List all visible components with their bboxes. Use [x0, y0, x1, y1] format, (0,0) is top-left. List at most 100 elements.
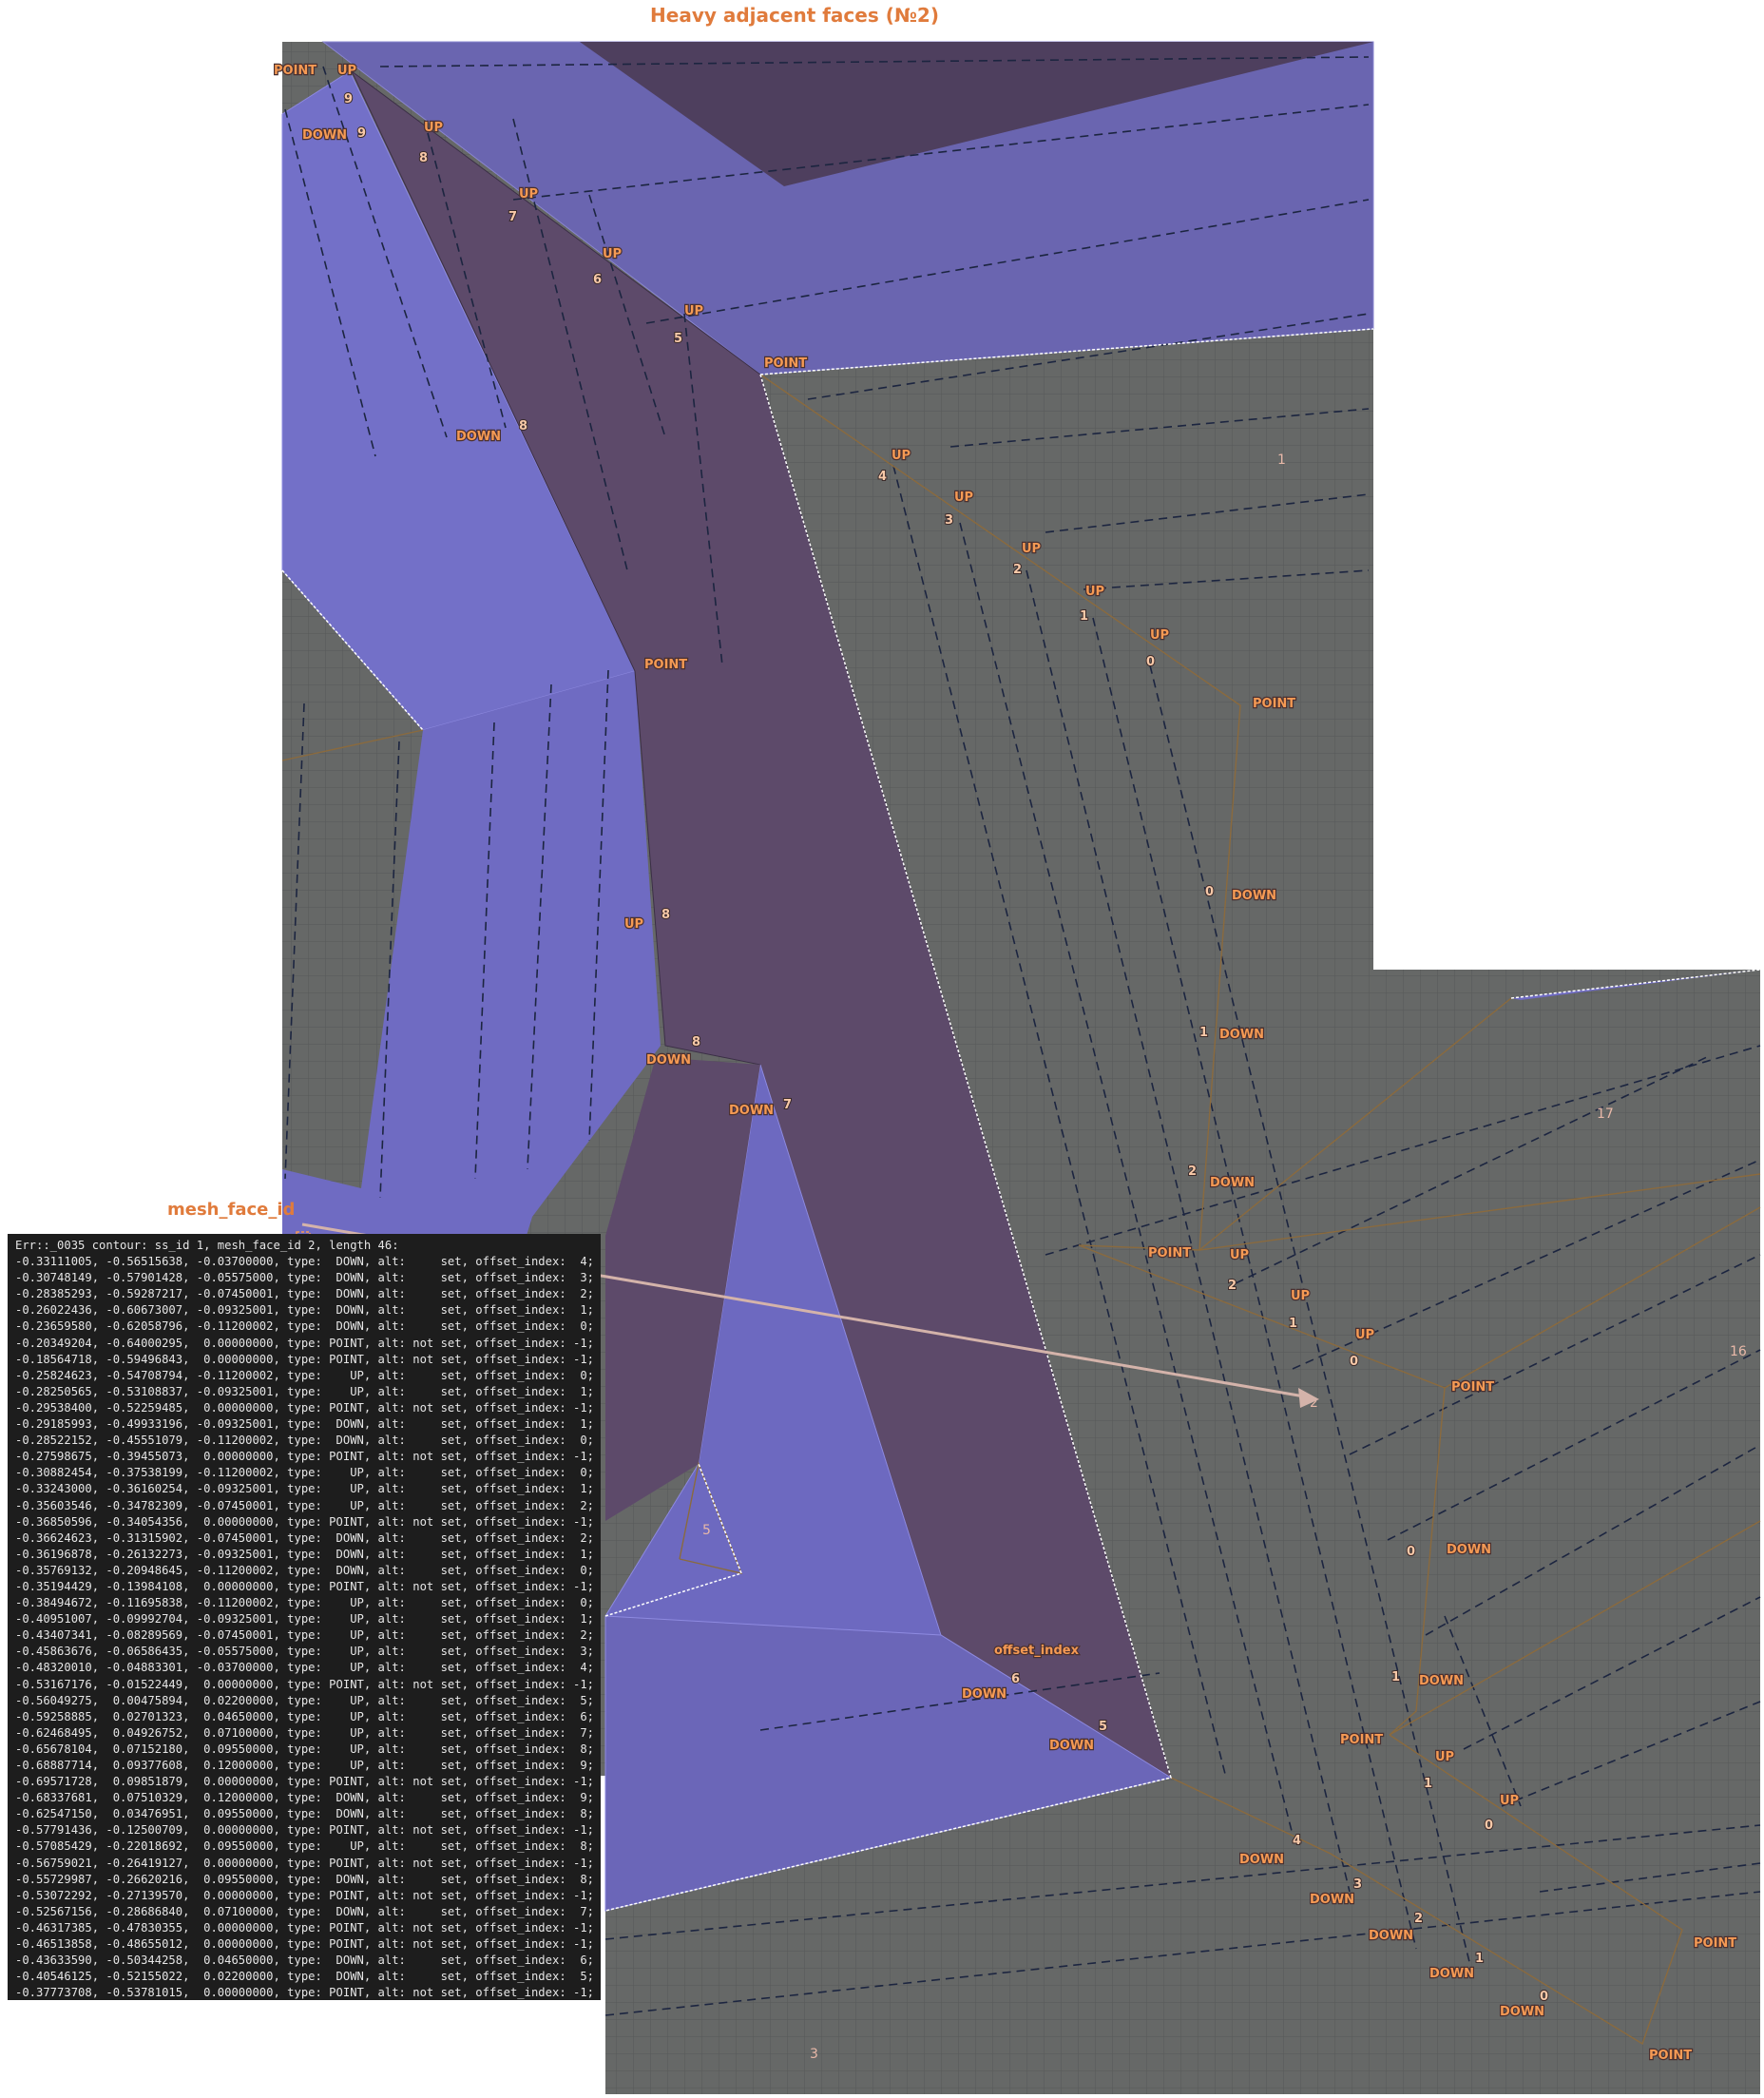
vertex-label-kind: UP [1500, 1794, 1519, 1808]
vertex-label-index: 7 [783, 1098, 792, 1112]
vertex-label-index: 7 [508, 210, 517, 224]
vertex-label-kind: POINT [1253, 697, 1295, 711]
vertex-label-index: 1 [1199, 1026, 1208, 1040]
log-line: -0.55729987, -0.26620216, 0.09550000, ty… [15, 1872, 601, 1886]
log-line: -0.36624623, -0.31315902, -0.07450001, t… [15, 1530, 601, 1545]
log-line: -0.28250565, -0.53108837, -0.09325001, t… [15, 1384, 601, 1398]
face-number: 5 [702, 1523, 711, 1538]
log-line: -0.33111005, -0.56515638, -0.03700000, t… [15, 1255, 601, 1269]
vertex-label-kind: DOWN [1429, 1967, 1474, 1981]
vertex-label-index: 2 [1013, 563, 1022, 577]
vertex-label-index: 2 [1414, 1912, 1423, 1926]
diagram-title: Heavy adjacent faces (№2) [650, 4, 939, 27]
vertex-label-index: 2 [1188, 1164, 1197, 1179]
log-line: -0.68337681, 0.07510329, 0.12000000, typ… [15, 1791, 601, 1805]
vertex-label-kind: UP [1230, 1248, 1249, 1262]
vertex-label-kind: DOWN [1219, 1028, 1264, 1042]
vertex-label-kind: POINT [764, 356, 807, 371]
log-line: -0.28385293, -0.59287217, -0.07450001, t… [15, 1287, 601, 1301]
log-line: -0.29185993, -0.49933196, -0.09325001, t… [15, 1417, 601, 1432]
vertex-label-kind: UP [1085, 585, 1104, 599]
log-line: -0.45863676, -0.06586435, -0.05575000, t… [15, 1645, 601, 1659]
log-line: -0.40546125, -0.52155022, 0.02200000, ty… [15, 1970, 601, 1984]
vertex-label-kind: UP [337, 64, 356, 78]
face-number: 3 [810, 2047, 818, 2062]
vertex-label-kind: DOWN [1500, 2005, 1544, 2019]
vertex-label-kind: UP [1291, 1289, 1310, 1303]
vertex-label-index: 1 [1391, 1670, 1400, 1684]
vertex-label-kind: POINT [274, 64, 316, 78]
log-rows: -0.33111005, -0.56515638, -0.03700000, t… [15, 1254, 601, 2000]
log-line: -0.56049275, 0.00475894, 0.02200000, typ… [15, 1693, 601, 1707]
vertex-label-index: 1 [1080, 609, 1088, 624]
log-line: -0.30882454, -0.37538199, -0.11200002, t… [15, 1466, 601, 1480]
log-line: -0.53072292, -0.27139570, 0.00000000, ty… [15, 1888, 601, 1902]
vertex-label-index: 8 [519, 419, 527, 433]
vertex-label-kind: UP [424, 121, 443, 135]
vertex-label-kind: UP [892, 449, 911, 463]
vertex-label-kind: UP [684, 304, 703, 318]
vertex-label-index: 1 [1475, 1952, 1484, 1966]
vertex-label-kind: UP [603, 247, 622, 261]
log-line: -0.25824623, -0.54708794, -0.11200002, t… [15, 1368, 601, 1382]
face-number: 17 [1597, 1107, 1614, 1122]
log-line: -0.65678104, 0.07152180, 0.09550000, typ… [15, 1742, 601, 1756]
log-line: -0.27598675, -0.39455073, 0.00000000, ty… [15, 1450, 601, 1464]
log-line: -0.62468495, 0.04926752, 0.07100000, typ… [15, 1725, 601, 1740]
log-line: -0.37773708, -0.53781015, 0.00000000, ty… [15, 1986, 601, 2000]
vertex-label-kind: DOWN [1049, 1739, 1094, 1753]
log-line: -0.62547150, 0.03476951, 0.09550000, typ… [15, 1807, 601, 1821]
log-line: -0.56759021, -0.26419127, 0.00000000, ty… [15, 1856, 601, 1870]
vertex-label-kind: DOWN [1310, 1893, 1354, 1907]
vertex-label-index: 8 [692, 1035, 700, 1049]
log-line: -0.36196878, -0.26132273, -0.09325001, t… [15, 1547, 601, 1561]
vertex-label-kind: UP [1355, 1328, 1374, 1342]
log-line: -0.23659580, -0.62058796, -0.11200002, t… [15, 1319, 601, 1334]
log-line: -0.30748149, -0.57901428, -0.05575000, t… [15, 1271, 601, 1285]
log-line: -0.46317385, -0.47830355, 0.00000000, ty… [15, 1920, 601, 1934]
vertex-label-kind: UP [1022, 542, 1041, 556]
face-contour [281, 328, 1761, 1912]
vertex-label-kind: DOWN [1447, 1543, 1491, 1557]
log-line: -0.38494672, -0.11695838, -0.11200002, t… [15, 1596, 601, 1610]
vertex-label-index: 5 [674, 332, 682, 346]
log-line: -0.29538400, -0.52259485, 0.00000000, ty… [15, 1400, 601, 1415]
vertex-label-kind: DOWN [302, 128, 347, 143]
log-line: -0.43407341, -0.08289569, -0.07450001, t… [15, 1628, 601, 1643]
vertex-label-kind: UP [519, 187, 538, 202]
vertex-label-kind: POINT [1694, 1936, 1736, 1951]
vertex-label-kind: UP [954, 491, 973, 505]
vertex-label-index: 0 [1485, 1819, 1493, 1833]
vertex-label-kind: UP [1150, 628, 1169, 643]
vertex-label-index: 5 [1099, 1720, 1107, 1734]
vertex-label-kind: POINT [1649, 2049, 1692, 2063]
face-number: 16 [1730, 1344, 1747, 1359]
vertex-label-kind: POINT [1148, 1246, 1191, 1261]
vertex-label-kind: offset_index [994, 1644, 1080, 1658]
vertex-label-kind: DOWN [1239, 1853, 1284, 1867]
vertex-label-index: 8 [662, 908, 670, 922]
vertex-label-index: 4 [878, 470, 887, 484]
vertex-label-index: 3 [1353, 1877, 1362, 1892]
vertex-label-index: 6 [1011, 1672, 1020, 1686]
vertex-label-index: 6 [593, 273, 602, 287]
vertex-label-kind: UP [1435, 1750, 1454, 1764]
log-line: -0.20349204, -0.64000295, 0.00000000, ty… [15, 1336, 601, 1350]
vertex-label-kind: UP [624, 917, 643, 932]
mesh-face-id-label: mesh_face_id [167, 1200, 296, 1220]
vertex-label-kind: DOWN [962, 1687, 1007, 1702]
log-line: -0.26022436, -0.60673007, -0.09325001, t… [15, 1303, 601, 1318]
vertex-label-index: 0 [1350, 1355, 1358, 1369]
vertex-label-index: 0 [1205, 885, 1214, 899]
log-line: -0.35769132, -0.20948645, -0.11200002, t… [15, 1563, 601, 1577]
vertex-label-index: 1 [1289, 1317, 1297, 1331]
vertex-label-kind: POINT [1340, 1733, 1383, 1747]
log-panel: Err::_0035 contour: ss_id 1, mesh_face_i… [8, 1234, 601, 2000]
vertex-label-kind: DOWN [646, 1053, 691, 1068]
log-line: -0.18564718, -0.59496843, 0.00000000, ty… [15, 1352, 601, 1366]
vertex-label-kind: POINT [1451, 1380, 1494, 1395]
face-number: 1 [1277, 452, 1286, 468]
log-line: -0.36850596, -0.34054356, 0.00000000, ty… [15, 1514, 601, 1529]
